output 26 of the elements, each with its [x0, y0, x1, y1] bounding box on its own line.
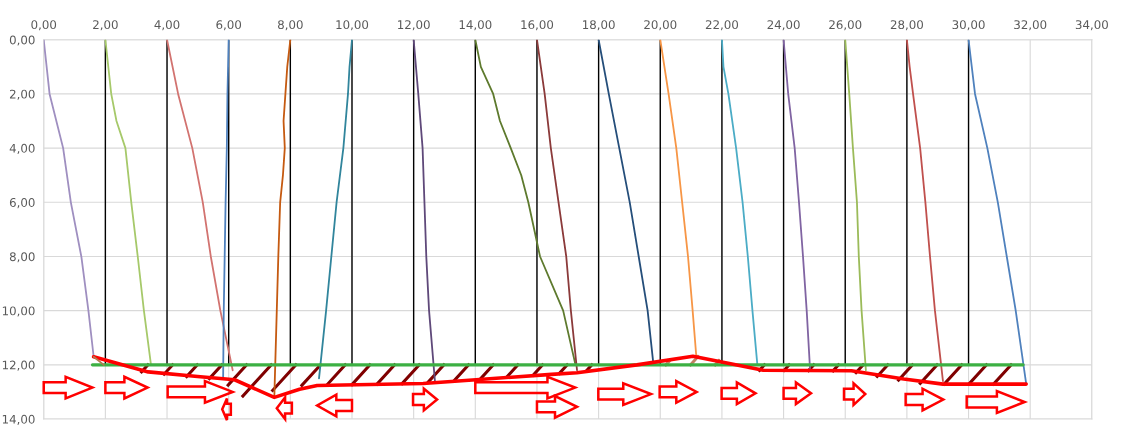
y-tick-label: 4,00: [9, 143, 35, 154]
y-tick-label: 12,00: [2, 360, 35, 371]
x-tick-label: 4,00: [154, 20, 180, 31]
x-tick-label: 12,00: [398, 20, 430, 31]
x-tick-label: 32,00: [1014, 20, 1047, 31]
x-tick-label: 28,00: [890, 20, 923, 31]
y-tick-label: 10,00: [2, 306, 35, 317]
x-tick-label: 22,00: [705, 20, 739, 31]
x-tick-label: 16,00: [521, 20, 554, 31]
x-tick-label: 10,00: [336, 20, 369, 31]
x-tick-label: 30,00: [952, 20, 985, 31]
x-tick-label: 20,00: [644, 20, 677, 31]
y-tick-label: 0,00: [9, 35, 35, 46]
x-tick-label: 26,00: [829, 20, 862, 31]
x-tick-label: 2,00: [93, 20, 118, 31]
x-tick-label: 14,00: [459, 20, 492, 31]
x-tick-label: 6,00: [216, 20, 242, 31]
y-tick-label: 2,00: [9, 89, 35, 100]
x-tick-label: 8,00: [278, 20, 303, 31]
x-tick-label: 24,00: [767, 20, 800, 31]
y-tick-label: 14,00: [2, 414, 35, 425]
y-tick-label: 8,00: [9, 252, 35, 263]
x-tick-label: 34,00: [1075, 20, 1108, 31]
y-tick-label: 6,00: [9, 198, 35, 209]
x-tick-label: 0,00: [31, 20, 57, 31]
x-tick-label: 18,00: [583, 20, 615, 31]
